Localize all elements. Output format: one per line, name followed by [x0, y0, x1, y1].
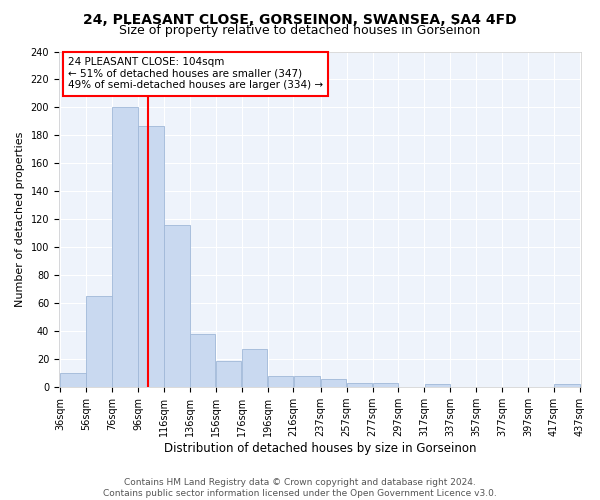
- Bar: [86, 296, 112, 387]
- Bar: [138, 126, 164, 387]
- Bar: [112, 108, 137, 387]
- Bar: [242, 350, 267, 387]
- X-axis label: Distribution of detached houses by size in Gorseinon: Distribution of detached houses by size …: [164, 442, 476, 455]
- Bar: [554, 384, 580, 387]
- Bar: [164, 225, 190, 387]
- Bar: [294, 376, 320, 387]
- Bar: [373, 383, 398, 387]
- Bar: [268, 376, 293, 387]
- Y-axis label: Number of detached properties: Number of detached properties: [15, 132, 25, 307]
- Text: 24, PLEASANT CLOSE, GORSEINON, SWANSEA, SA4 4FD: 24, PLEASANT CLOSE, GORSEINON, SWANSEA, …: [83, 12, 517, 26]
- Bar: [190, 334, 215, 387]
- Text: 24 PLEASANT CLOSE: 104sqm
← 51% of detached houses are smaller (347)
49% of semi: 24 PLEASANT CLOSE: 104sqm ← 51% of detac…: [68, 57, 323, 90]
- Bar: [216, 360, 241, 387]
- Bar: [61, 373, 86, 387]
- Bar: [321, 379, 346, 387]
- Bar: [425, 384, 450, 387]
- Text: Contains HM Land Registry data © Crown copyright and database right 2024.
Contai: Contains HM Land Registry data © Crown c…: [103, 478, 497, 498]
- Text: Size of property relative to detached houses in Gorseinon: Size of property relative to detached ho…: [119, 24, 481, 37]
- Bar: [347, 383, 372, 387]
